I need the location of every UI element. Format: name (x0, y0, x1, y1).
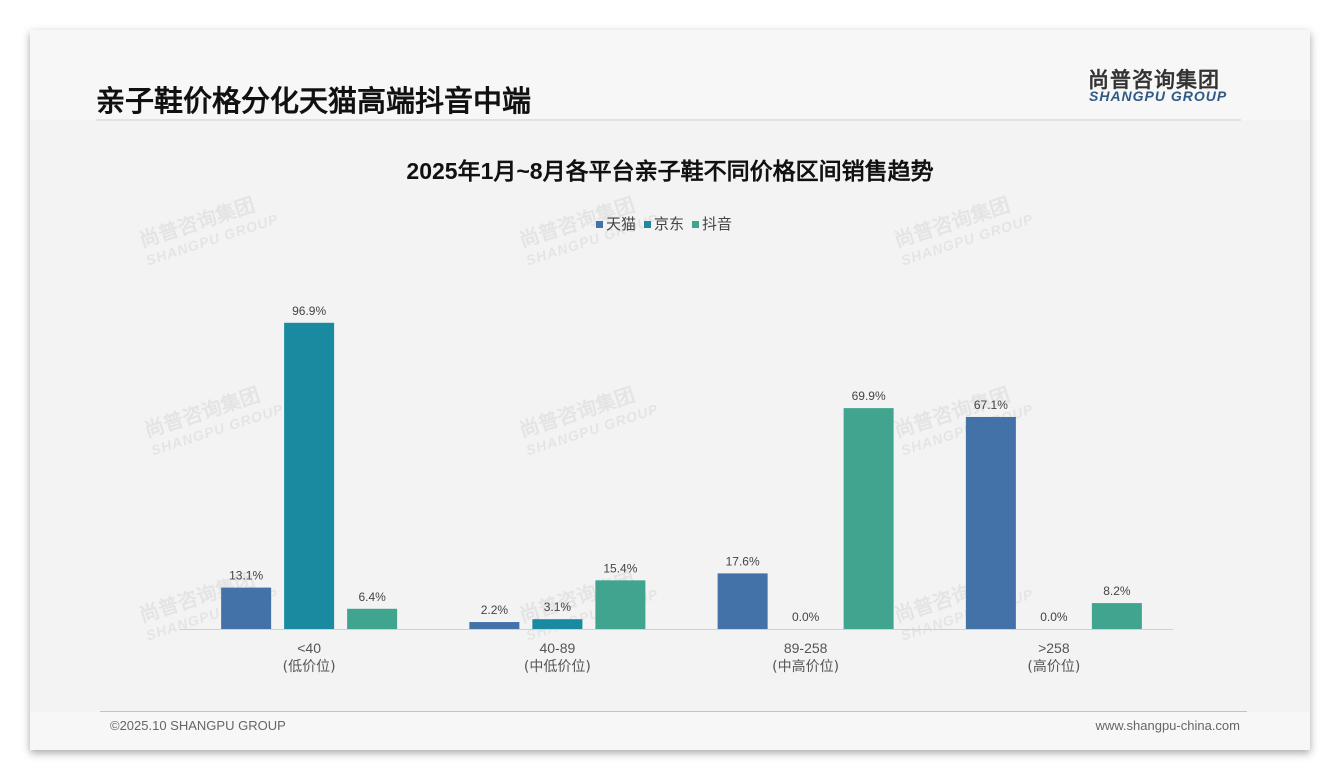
bar-抖音 (1091, 603, 1142, 629)
legend-label: 京东 (654, 216, 685, 233)
data-label: 15.4% (603, 561, 637, 575)
bar-天猫 (221, 587, 272, 629)
legend-label: 抖音 (702, 216, 733, 233)
bar-chart: 13.1% 96.9% 6.4% <40 (低价位) 2.2% 3.1% 15.4% 40-89… (180, 304, 1173, 675)
bar-天猫 (469, 622, 520, 629)
legend-item: 抖音 (692, 213, 732, 234)
data-label: 69.9% (852, 389, 886, 403)
legend-label: 天猫 (606, 216, 637, 233)
x-tick-sublabel: (低价位) (283, 659, 336, 675)
x-tick-sublabel: (中低价位) (524, 659, 591, 675)
data-label: 17.6% (726, 554, 760, 568)
data-label: 0.0% (1040, 610, 1068, 624)
data-label: 3.1% (544, 600, 572, 614)
x-tick-sublabel: (高价位) (1027, 658, 1080, 675)
data-label: 13.1% (229, 569, 263, 583)
x-tick-sublabel: (中高价位) (772, 658, 839, 675)
bar-抖音 (595, 580, 646, 629)
bar-天猫 (717, 573, 768, 629)
header-band (30, 30, 1310, 120)
legend-item: 天猫 (596, 213, 636, 234)
bar-抖音 (843, 408, 894, 629)
logo-en: SHANGPU GROUP (1089, 88, 1228, 104)
footer-band (30, 712, 1310, 750)
bar-京东 (284, 322, 335, 629)
data-label: 2.2% (481, 603, 509, 617)
data-label: 0.0% (792, 610, 820, 624)
x-tick-label: 89-258 (784, 640, 828, 656)
data-label: 67.1% (974, 398, 1008, 412)
footer-divider (100, 711, 1247, 712)
x-tick-label: >258 (1038, 640, 1070, 656)
legend-swatch (692, 221, 700, 228)
bar-抖音 (347, 608, 398, 629)
x-tick-label: 40-89 (539, 640, 575, 656)
header-divider (96, 119, 1241, 121)
logo-cn: 尚普咨询集团 (1088, 69, 1220, 92)
chart-legend: 天猫 京东 抖音 (596, 213, 732, 234)
legend-item: 京东 (644, 213, 684, 234)
data-label: 8.2% (1103, 584, 1131, 598)
data-label: 6.4% (358, 590, 386, 604)
page-title: 亲子鞋价格分化天猫高端抖音中端 (96, 86, 532, 118)
x-tick-label: <40 (297, 640, 321, 656)
legend-swatch (596, 221, 603, 228)
copyright: ©2025.10 SHANGPU GROUP (110, 718, 286, 733)
website-link[interactable]: www.shangpu-china.com (1095, 718, 1240, 733)
bar-京东 (532, 619, 583, 629)
legend-swatch (644, 221, 652, 228)
slide: 亲子鞋价格分化天猫高端抖音中端 尚普咨询集团 SHANGPU GROUP 尚普咨… (30, 30, 1310, 750)
bar-天猫 (965, 416, 1016, 629)
chart-title: 2025年1月~8月各平台亲子鞋不同价格区间销售趋势 (406, 158, 934, 184)
data-label: 96.9% (292, 304, 326, 318)
